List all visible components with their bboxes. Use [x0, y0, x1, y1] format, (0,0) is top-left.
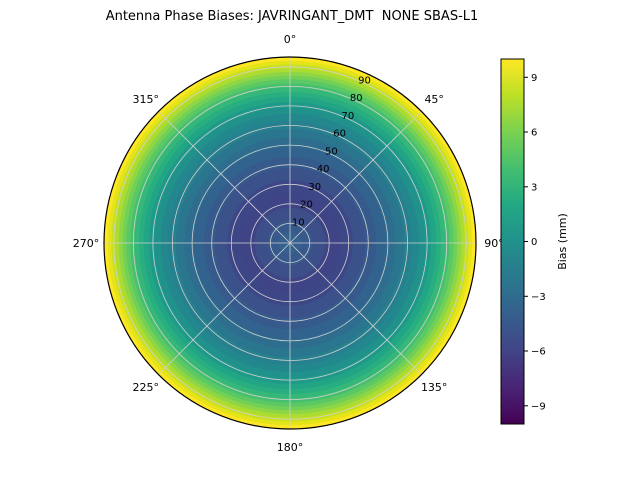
colorbar-tick-label: 3	[531, 182, 537, 193]
angular-tick-label: 45°	[424, 93, 444, 106]
angular-tick-label: 0°	[284, 33, 297, 46]
radial-tick-label: 80	[350, 93, 363, 104]
angular-tick-label: 180°	[277, 441, 304, 454]
colorbar-axis-label: Bias (mm)	[556, 213, 569, 270]
colorbar-tick-label: −9	[531, 401, 546, 412]
polar-boundary	[103, 56, 477, 430]
radial-tick-label: 40	[317, 164, 330, 175]
angular-gridline	[289, 111, 422, 244]
radial-tick-label: 50	[325, 146, 338, 157]
angular-tick-label: 135°	[421, 381, 448, 394]
angular-tick-label: 90°	[484, 237, 504, 250]
radial-tick-label: 70	[342, 111, 355, 122]
angular-gridline	[289, 242, 422, 375]
colorbar-tick-label: −3	[531, 292, 546, 303]
radial-tick-label: 10	[292, 217, 305, 228]
radial-tick-label: 30	[308, 182, 321, 193]
angular-gridline	[158, 111, 291, 244]
angular-tick-label: 225°	[133, 381, 160, 394]
chart-title: Antenna Phase Biases: JAVRINGANT_DMT NON…	[105, 9, 479, 24]
angular-tick-label: 315°	[133, 93, 160, 106]
colorbar-tick-label: 0	[531, 237, 537, 248]
colorbar-tick-label: 9	[531, 73, 537, 84]
radial-tick-label: 90	[358, 75, 371, 86]
angular-tick-label: 270°	[73, 237, 100, 250]
colorbar-tick-label: 6	[531, 128, 537, 139]
radial-tick-label: 60	[333, 129, 346, 140]
colorbar	[500, 58, 525, 425]
radial-tick-label: 20	[300, 200, 313, 211]
colorbar-tick-label: −6	[531, 347, 546, 358]
angular-gridline	[158, 242, 291, 375]
